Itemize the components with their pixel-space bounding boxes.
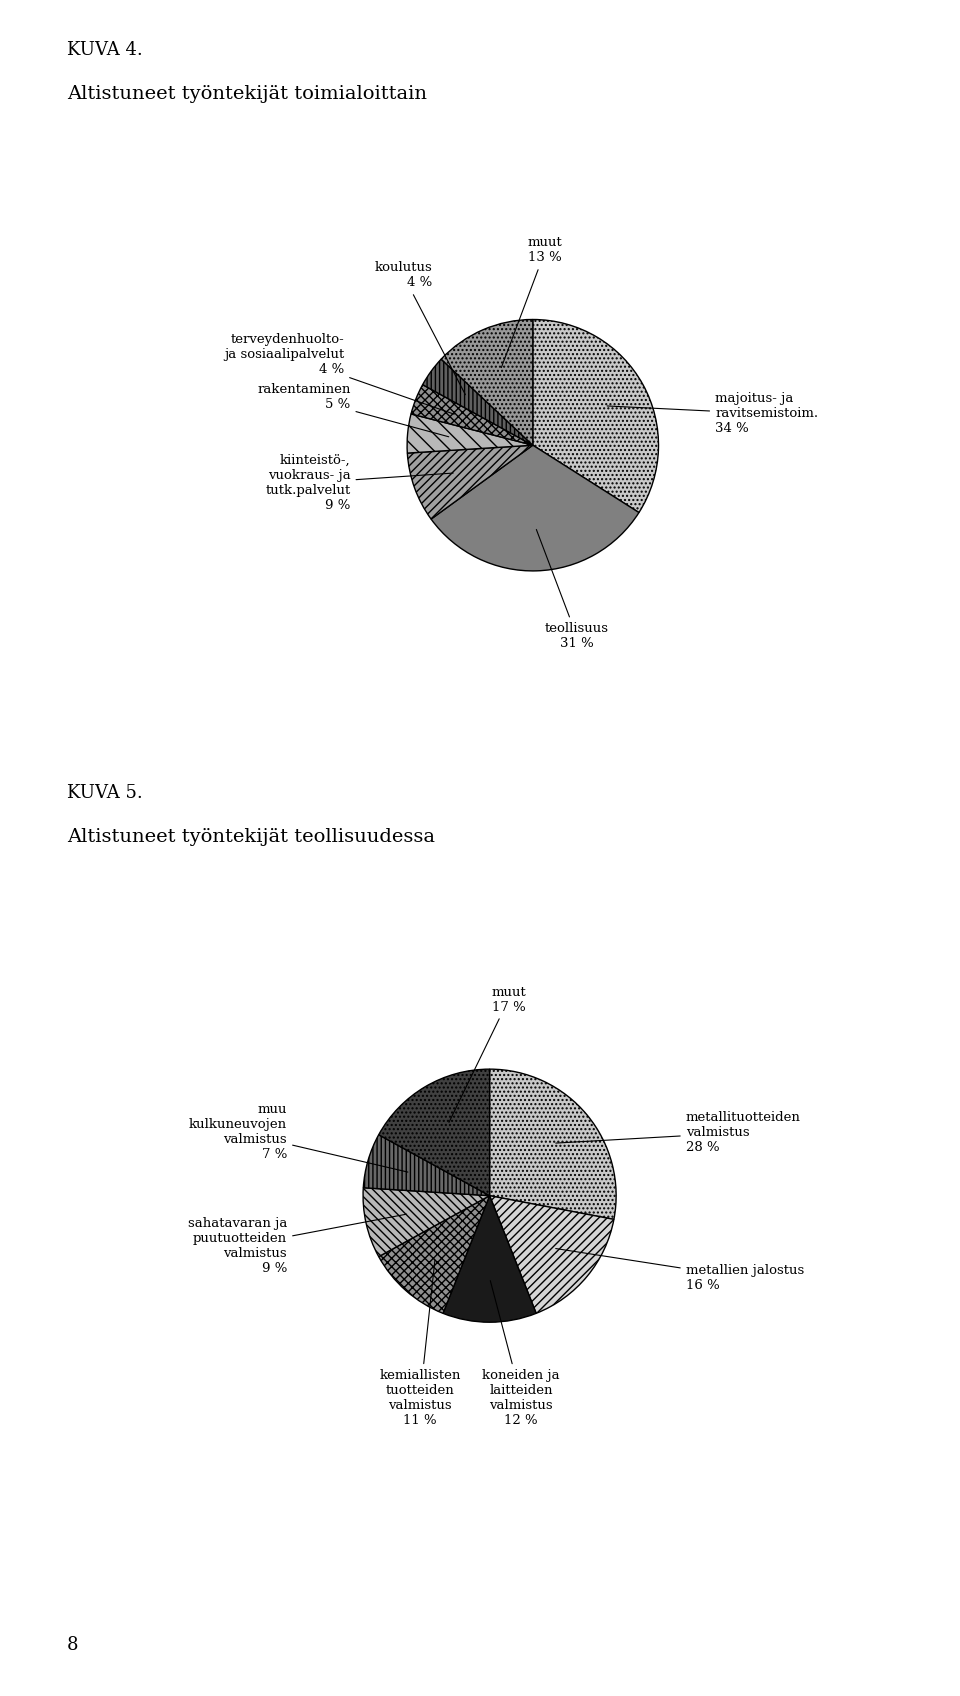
Wedge shape bbox=[363, 1135, 490, 1196]
Wedge shape bbox=[431, 446, 639, 572]
Text: KUVA 4.: KUVA 4. bbox=[67, 41, 143, 59]
Text: koulutus
4 %: koulutus 4 % bbox=[374, 261, 466, 395]
Wedge shape bbox=[378, 1068, 490, 1196]
Text: teollisuus
31 %: teollisuus 31 % bbox=[537, 529, 609, 650]
Text: kiinteistö-,
vuokraus- ja
tutk.palvelut
9 %: kiinteistö-, vuokraus- ja tutk.palvelut … bbox=[265, 455, 453, 512]
Text: terveydenhuolto-
ja sosiaalipalvelut
4 %: terveydenhuolto- ja sosiaalipalvelut 4 % bbox=[224, 332, 454, 414]
Text: KUVA 5.: KUVA 5. bbox=[67, 784, 143, 802]
Text: metallien jalostus
16 %: metallien jalostus 16 % bbox=[556, 1248, 804, 1292]
Text: muu
kulkuneuvojen
valmistus
7 %: muu kulkuneuvojen valmistus 7 % bbox=[189, 1104, 408, 1172]
Wedge shape bbox=[533, 319, 659, 512]
Wedge shape bbox=[442, 319, 533, 446]
Wedge shape bbox=[411, 385, 533, 446]
Wedge shape bbox=[443, 1196, 537, 1323]
Text: rakentaminen
5 %: rakentaminen 5 % bbox=[257, 383, 448, 438]
Text: sahatavaran ja
puutuotteiden
valmistus
9 %: sahatavaran ja puutuotteiden valmistus 9… bbox=[188, 1214, 407, 1275]
Wedge shape bbox=[490, 1196, 613, 1313]
Text: muut
13 %: muut 13 % bbox=[501, 236, 563, 368]
Wedge shape bbox=[378, 1196, 490, 1313]
Wedge shape bbox=[422, 360, 533, 446]
Wedge shape bbox=[407, 446, 533, 519]
Text: majoitus- ja
ravitsemistoim.
34 %: majoitus- ja ravitsemistoim. 34 % bbox=[607, 392, 818, 436]
Text: Altistuneet työntekijät teollisuudessa: Altistuneet työntekijät teollisuudessa bbox=[67, 828, 435, 846]
Text: 8: 8 bbox=[67, 1635, 79, 1654]
Text: metallituotteiden
valmistus
28 %: metallituotteiden valmistus 28 % bbox=[556, 1111, 801, 1153]
Text: koneiden ja
laitteiden
valmistus
12 %: koneiden ja laitteiden valmistus 12 % bbox=[483, 1280, 560, 1426]
Text: Altistuneet työntekijät toimialoittain: Altistuneet työntekijät toimialoittain bbox=[67, 85, 427, 103]
Text: kemiallisten
tuotteiden
valmistus
11 %: kemiallisten tuotteiden valmistus 11 % bbox=[379, 1260, 461, 1426]
Wedge shape bbox=[363, 1187, 490, 1257]
Wedge shape bbox=[407, 414, 533, 453]
Wedge shape bbox=[490, 1068, 616, 1219]
Text: muut
17 %: muut 17 % bbox=[449, 985, 526, 1123]
